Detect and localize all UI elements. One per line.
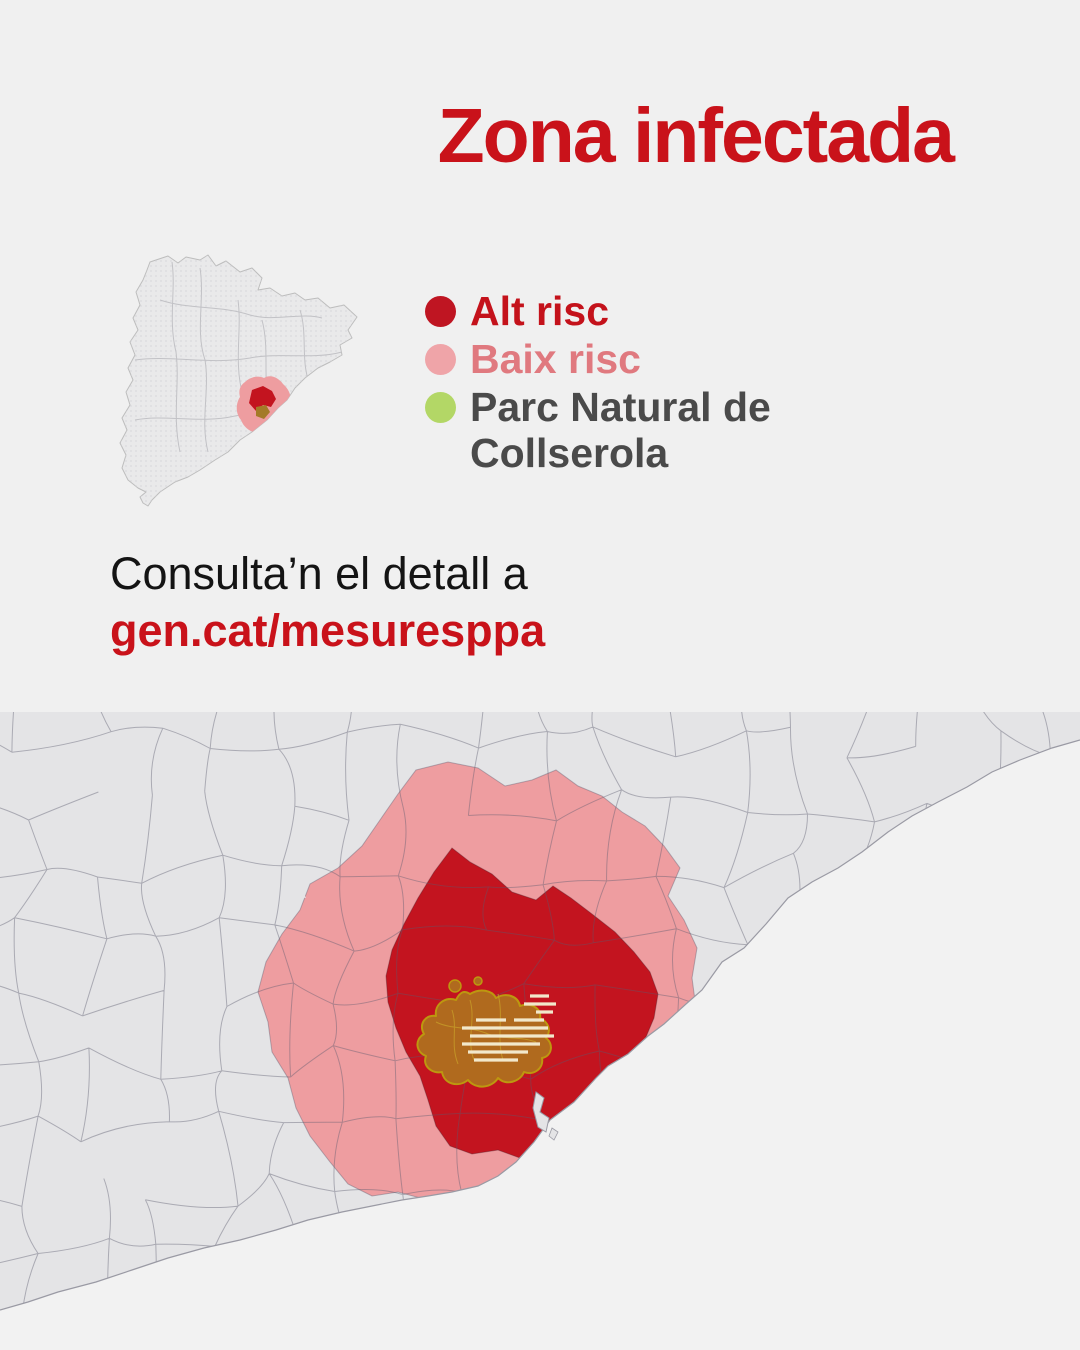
page-title: Zona infectada: [437, 93, 955, 179]
baix-risc-dot-icon: [425, 344, 456, 375]
legend: Alt risc Baix risc Parc Natural de Colls…: [425, 288, 865, 478]
port-spit: [532, 1091, 550, 1133]
legend-item-baix-risc: Baix risc: [425, 336, 865, 382]
catalonia-locator-map: [119, 254, 358, 507]
collserola-dot-icon: [425, 392, 456, 423]
port-spit-small: [548, 1127, 559, 1141]
collserola-hatching: [462, 994, 556, 1062]
minimap-alt-risc-zone: [249, 386, 276, 411]
land-notch: [278, 856, 306, 898]
collserola-enclave: [448, 979, 462, 993]
footer-link[interactable]: gen.cat/mesuresppa: [110, 605, 546, 656]
coastline: [0, 739, 1080, 1311]
collserola-park: [416, 976, 556, 1088]
legend-item-collserola: Parc Natural de Collserola: [425, 384, 865, 476]
infected-zone-map: [0, 712, 1080, 1350]
legend-label-baix-risc: Baix risc: [470, 336, 641, 382]
legend-item-alt-risc: Alt risc: [425, 288, 865, 334]
footer-note: Consulta’n el detall a gen.cat/mesurespp…: [110, 545, 545, 659]
legend-label-alt-risc: Alt risc: [470, 288, 609, 334]
minimap-collserola-zone: [256, 405, 270, 419]
alt-risc-dot-icon: [425, 296, 456, 327]
footer-text: Consulta’n el detall a: [110, 548, 528, 599]
collserola-enclave: [473, 976, 483, 986]
legend-label-collserola: Parc Natural de Collserola: [470, 384, 771, 476]
